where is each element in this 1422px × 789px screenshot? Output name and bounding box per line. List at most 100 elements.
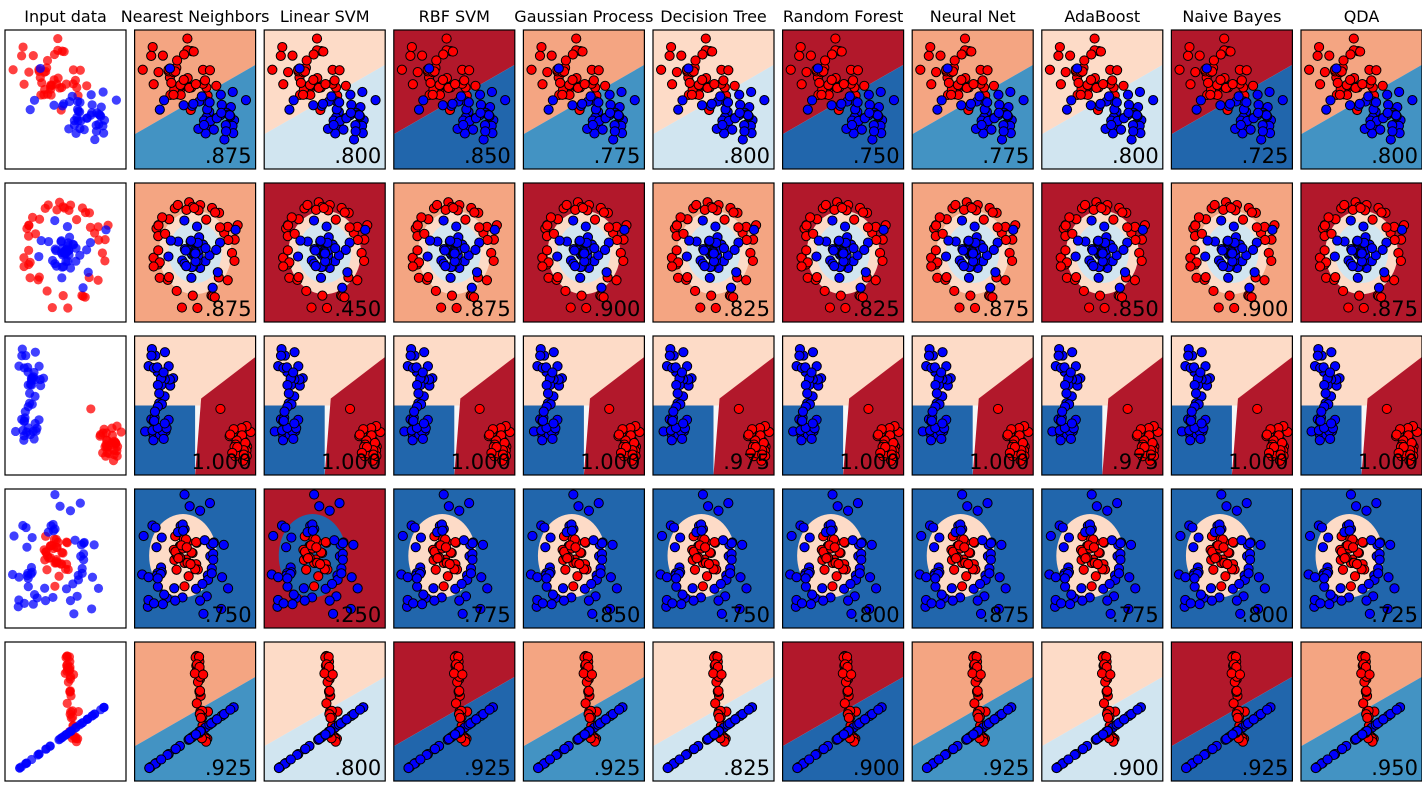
red-point (526, 64, 537, 75)
blue-point (1053, 350, 1064, 361)
blue-point (179, 215, 190, 226)
blue-point (79, 125, 89, 135)
blue-point (191, 221, 203, 232)
blue-point (298, 583, 309, 594)
blue-point (437, 525, 448, 536)
blue-point (40, 583, 50, 593)
blue-point (410, 542, 421, 553)
panel-frame (1041, 641, 1164, 782)
red-point (189, 668, 200, 679)
red-point (1319, 245, 1330, 256)
blue-point (1267, 224, 1278, 235)
blue-point (713, 505, 724, 516)
blue-point (786, 530, 797, 542)
red-point (98, 448, 108, 458)
red-point (836, 46, 847, 57)
blue-point (67, 91, 77, 101)
accuracy-score: .750 (853, 144, 900, 168)
red-point (19, 261, 29, 272)
blue-point (976, 119, 987, 131)
red-point (1208, 564, 1219, 575)
blue-point (859, 244, 870, 255)
blue-point (87, 604, 97, 614)
blue-point (194, 505, 206, 516)
red-point (431, 199, 443, 211)
blue-point (445, 272, 456, 283)
blue-point (454, 595, 465, 606)
red-point (700, 33, 711, 44)
blue-point (1345, 489, 1357, 500)
blue-point (1214, 525, 1226, 536)
blue-point (1309, 572, 1321, 583)
accuracy-score: 1.000 (580, 450, 640, 474)
red-point (567, 74, 578, 85)
blue-point (337, 538, 348, 549)
red-point (464, 65, 475, 76)
red-point (581, 302, 592, 314)
blue-point (149, 415, 160, 426)
panel-moons-8: .800 (1041, 29, 1164, 170)
blue-point (593, 97, 604, 108)
blue-point (65, 596, 76, 606)
red-point (555, 77, 566, 88)
blue-point (90, 134, 100, 145)
panel-moons-9: .725 (1170, 29, 1294, 170)
blue-point (329, 535, 340, 546)
blue-point (1067, 347, 1078, 358)
blue-point (1319, 379, 1330, 391)
red-point (344, 222, 355, 233)
red-point (211, 80, 222, 91)
panel-frame (1041, 488, 1164, 629)
blue-point (1390, 110, 1402, 121)
red-point (1209, 199, 1220, 211)
red-point (24, 67, 34, 77)
red-point (407, 261, 418, 272)
red-point (198, 669, 209, 680)
blue-point (982, 97, 993, 108)
blue-point (873, 704, 884, 715)
blue-point (1329, 251, 1340, 262)
panel-frame (522, 182, 646, 323)
red-point (412, 67, 423, 78)
red-point (183, 571, 194, 582)
blue-point (1245, 124, 1256, 135)
red-point (684, 77, 695, 88)
blue-point (759, 95, 770, 106)
red-point (1343, 302, 1354, 313)
red-point (72, 215, 82, 225)
blue-point (1352, 235, 1363, 246)
blue-point (604, 107, 616, 118)
blue-point (937, 347, 948, 358)
blue-point (48, 592, 58, 603)
blue-point (842, 595, 854, 606)
panel-frame (781, 488, 905, 629)
red-point (214, 222, 226, 233)
blue-point (1189, 573, 1200, 584)
blue-point (923, 350, 935, 361)
red-point (195, 712, 207, 723)
red-point (542, 67, 553, 78)
blue-point (1234, 578, 1245, 590)
blue-point (577, 98, 588, 109)
panel-moons-10: .800 (1300, 29, 1422, 170)
red-point (1099, 302, 1110, 314)
red-point (17, 51, 27, 61)
blue-point (702, 501, 714, 512)
red-point (1107, 75, 1118, 86)
blue-point (86, 90, 96, 100)
blue-point (326, 578, 338, 590)
blue-point (459, 243, 470, 254)
red-point (438, 49, 449, 60)
accuracy-score: .850 (1112, 297, 1159, 321)
blue-point (310, 261, 321, 272)
blue-point (875, 86, 886, 98)
blue-point (718, 243, 730, 254)
blue-point (931, 388, 942, 399)
red-point (1266, 255, 1277, 267)
panel-blobs-6: 1.000 (781, 335, 905, 476)
blue-point (1347, 261, 1358, 272)
red-point (968, 537, 979, 548)
red-point (24, 245, 34, 255)
panel-frame (1300, 29, 1422, 170)
red-point (222, 275, 233, 286)
